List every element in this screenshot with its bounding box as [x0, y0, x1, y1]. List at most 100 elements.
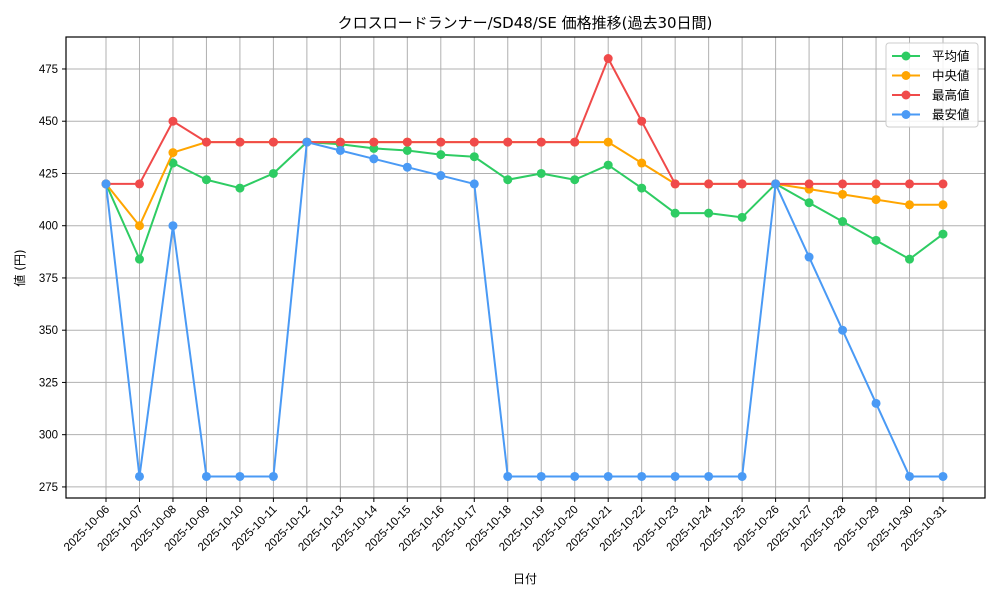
data-point — [704, 471, 714, 481]
data-point — [134, 254, 144, 264]
legend-item: 中央値 — [892, 68, 970, 83]
legend-marker-icon — [901, 71, 911, 80]
data-point — [603, 160, 613, 170]
data-point — [302, 137, 312, 147]
data-point — [905, 179, 915, 189]
y-tick-label: 475 — [39, 64, 58, 76]
data-point — [838, 189, 848, 199]
data-point — [335, 137, 345, 147]
data-point — [838, 325, 848, 335]
x-axis-ticks: 2025-10-062025-10-072025-10-082025-10-09… — [62, 498, 949, 554]
data-point — [402, 137, 412, 147]
data-point — [804, 179, 814, 189]
data-point — [938, 200, 948, 210]
data-point — [402, 145, 412, 155]
data-point — [938, 229, 948, 239]
y-tick-label: 300 — [39, 430, 58, 442]
data-point — [737, 471, 747, 481]
series-lines — [101, 54, 948, 481]
data-point — [503, 175, 513, 185]
data-point — [938, 179, 948, 189]
legend-label: 最安値 — [932, 107, 970, 122]
data-point — [938, 471, 948, 481]
y-tick-label: 275 — [39, 482, 58, 494]
legend-item: 最安値 — [892, 107, 970, 122]
data-point — [838, 179, 848, 189]
data-point — [603, 54, 613, 64]
legend-item: 平均値 — [892, 49, 970, 64]
data-point — [637, 116, 647, 126]
legend-label: 平均値 — [932, 49, 970, 64]
data-point — [503, 471, 513, 481]
legend-box — [885, 42, 979, 128]
data-point — [536, 137, 546, 147]
data-point — [268, 137, 278, 147]
data-point — [737, 179, 747, 189]
data-point — [201, 471, 211, 481]
data-point — [536, 471, 546, 481]
data-point — [503, 137, 513, 147]
data-point — [402, 162, 412, 172]
data-point — [235, 471, 245, 481]
data-point — [637, 183, 647, 193]
data-point — [670, 471, 680, 481]
data-point — [369, 143, 379, 153]
data-point — [201, 175, 211, 185]
chart-title: クロスロードランナー/SD48/SE 価格推移(過去30日間) — [338, 14, 713, 32]
data-point — [871, 179, 881, 189]
data-point — [469, 152, 479, 162]
data-point — [134, 471, 144, 481]
data-point — [603, 137, 613, 147]
data-point — [704, 208, 714, 218]
data-point — [871, 235, 881, 245]
data-point — [570, 137, 580, 147]
data-point — [804, 198, 814, 208]
y-axis-label: 値 (円) — [12, 249, 27, 286]
data-point — [570, 471, 580, 481]
data-point — [905, 254, 915, 264]
data-point — [637, 158, 647, 168]
data-point — [369, 154, 379, 164]
data-point — [168, 221, 178, 231]
y-tick-label: 400 — [39, 221, 58, 233]
data-point — [369, 137, 379, 147]
data-point — [235, 137, 245, 147]
y-tick-label: 425 — [39, 168, 58, 180]
y-tick-label: 450 — [39, 116, 58, 128]
y-axis-ticks: 275 300 325 350 375 400 425 450 475 — [39, 64, 66, 494]
data-point — [134, 179, 144, 189]
data-point — [704, 179, 714, 189]
plot-frame — [65, 36, 986, 499]
data-point — [235, 183, 245, 193]
data-point — [637, 471, 647, 481]
legend-marker-icon — [901, 110, 911, 119]
x-axis-label: 日付 — [513, 572, 537, 586]
data-point — [168, 148, 178, 158]
legend-label: 中央値 — [932, 68, 970, 83]
data-point — [436, 150, 446, 160]
y-tick-label: 350 — [39, 325, 58, 337]
data-point — [905, 471, 915, 481]
data-point — [268, 471, 278, 481]
data-point — [871, 195, 881, 205]
series-0 — [101, 137, 948, 264]
data-point — [469, 179, 479, 189]
series-2 — [101, 54, 948, 189]
legend-item: 最高値 — [892, 88, 970, 103]
series-3 — [101, 137, 948, 481]
data-point — [670, 179, 680, 189]
data-point — [436, 171, 446, 181]
data-point — [436, 137, 446, 147]
data-point — [101, 179, 111, 189]
data-point — [168, 116, 178, 126]
data-point — [737, 212, 747, 222]
data-point — [134, 221, 144, 231]
y-tick-label: 375 — [39, 273, 58, 285]
data-point — [570, 175, 580, 185]
data-point — [905, 200, 915, 210]
y-tick-label: 325 — [39, 377, 58, 389]
data-point — [268, 168, 278, 178]
legend-label: 最高値 — [932, 88, 970, 103]
